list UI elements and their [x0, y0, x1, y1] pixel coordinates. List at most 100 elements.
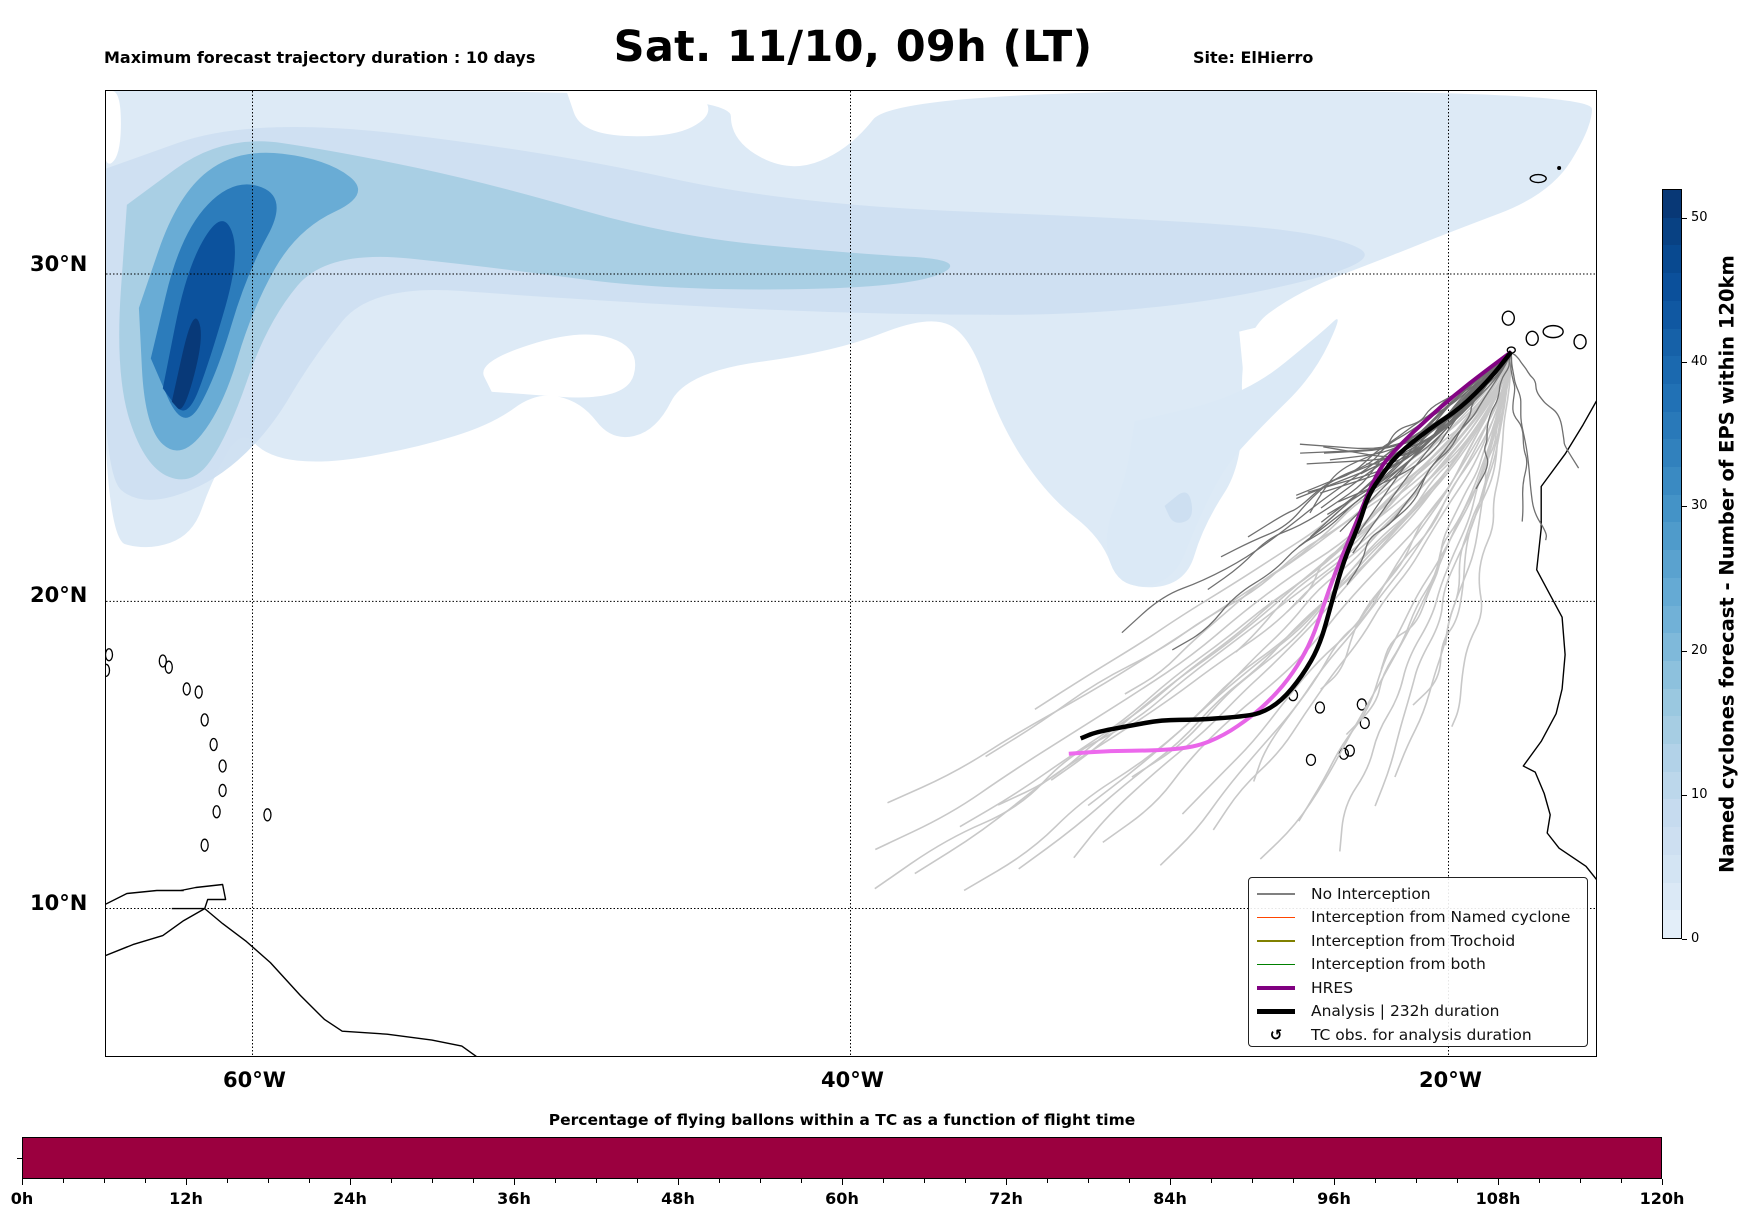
island-canary-2	[1542, 324, 1564, 339]
ensemble-trajectory	[1412, 351, 1513, 706]
time-bar-minor-tick	[473, 1179, 474, 1183]
hres-trajectory	[1068, 350, 1513, 756]
island-cape-verde-6	[1344, 744, 1355, 757]
island-canary-1	[1525, 330, 1539, 347]
time-bar-minor-tick	[719, 1179, 720, 1183]
time-bar-minor-tick	[637, 1179, 638, 1183]
time-bar-minor-tick	[1293, 1179, 1294, 1183]
time-bar-major-tick	[1662, 1179, 1663, 1185]
time-bar-minor-tick	[268, 1179, 269, 1183]
ensemble-trajectory	[1339, 351, 1513, 852]
island-antilles-5	[200, 838, 209, 852]
colorbar-segment	[1663, 882, 1681, 911]
colorbar-tick	[1682, 362, 1687, 364]
time-bar-tick-label: 60h	[825, 1189, 859, 1208]
density-hole-0	[566, 91, 709, 137]
time-bar-minor-tick	[1539, 1179, 1540, 1183]
coast-west-africa	[1522, 400, 1596, 881]
time-bar-minor-tick	[760, 1179, 761, 1183]
island-antilles-9	[182, 682, 191, 696]
ensemble-trajectory	[1131, 351, 1513, 778]
ensemble-trajectory	[1102, 351, 1513, 844]
time-bar-tick-label: 0h	[10, 1189, 34, 1208]
time-bar-major-tick	[842, 1179, 843, 1185]
time-bar-major-tick	[1170, 1179, 1171, 1185]
time-bar-minor-tick	[432, 1179, 433, 1183]
legend-hres: HRES	[1257, 976, 1579, 1000]
island-antilles-3	[218, 783, 227, 798]
ensemble-trajectory	[985, 351, 1513, 758]
density-hole-4	[106, 91, 121, 164]
colorbar-tick-label: 50	[1691, 209, 1708, 225]
ensemble-trajectory	[1286, 351, 1513, 613]
time-bar-minor-tick	[1088, 1179, 1089, 1183]
island-antilles-6	[263, 808, 272, 822]
island-cape-verde-1	[1314, 701, 1326, 714]
colorbar-tick-label: 10	[1691, 786, 1708, 802]
colorbar-segment	[1663, 467, 1681, 495]
ensemble-trajectory	[959, 351, 1513, 828]
colorbar-tick	[1682, 506, 1687, 508]
time-bar-tick-label: 48h	[661, 1189, 695, 1208]
time-bar-minor-tick	[924, 1179, 925, 1183]
time-bar-major-tick	[1498, 1179, 1499, 1185]
colorbar-segment	[1663, 771, 1681, 800]
lon-label-20w: 20°W	[1419, 1068, 1482, 1092]
coast-trinidad	[171, 883, 227, 910]
island-porto-santo	[1557, 165, 1562, 170]
colorbar-segment	[1663, 688, 1681, 717]
time-bar-minor-tick	[145, 1179, 146, 1183]
time-bar-minor-tick	[965, 1179, 966, 1183]
map-legend: No Interception Interception from Named …	[1248, 877, 1588, 1047]
time-bar-minor-tick	[227, 1179, 228, 1183]
time-bar-tick-label: 72h	[989, 1189, 1023, 1208]
colorbar-tick-label: 40	[1691, 354, 1708, 370]
colorbar-segment	[1663, 605, 1681, 634]
island-antilles-11	[106, 648, 114, 662]
colorbar-tick-label: 0	[1691, 931, 1700, 946]
island-antilles-12	[106, 663, 111, 677]
colorbar-segment	[1663, 273, 1681, 301]
time-bar-minor-tick	[1375, 1179, 1376, 1183]
time-bar-minor-tick	[391, 1179, 392, 1183]
legend-no-interception: No Interception	[1257, 882, 1579, 906]
colorbar-tick	[1682, 794, 1687, 796]
time-bar-minor-tick	[1211, 1179, 1212, 1183]
colorbar-tick	[1682, 939, 1687, 940]
ensemble-trajectory	[1159, 351, 1513, 866]
density-level-2	[119, 141, 951, 480]
colorbar-tick	[1682, 217, 1687, 219]
time-bar-minor-tick	[104, 1179, 105, 1183]
legend-line-icon	[1257, 916, 1295, 918]
page-title: Sat. 11/10, 09h (LT)	[613, 22, 1093, 72]
island-antilles-1	[209, 737, 218, 752]
colorbar-segment	[1663, 910, 1681, 938]
coast-venezuela-north	[106, 889, 184, 905]
time-bar-minor-tick	[801, 1179, 802, 1183]
colorbar-segment	[1663, 356, 1681, 384]
island-antilles-8	[158, 654, 167, 668]
ensemble-trajectory	[1259, 351, 1513, 860]
time-bar-major-tick	[350, 1179, 351, 1185]
ensemble-trajectory	[1444, 351, 1513, 646]
colorbar-label: Named cyclones forecast - Number of EPS …	[1715, 255, 1739, 873]
density-level-6	[171, 318, 201, 410]
colorbar-segment	[1663, 854, 1681, 883]
analysis-trajectory	[1079, 350, 1514, 741]
colorbar-segment	[1663, 799, 1681, 828]
time-bar-tick-label: 36h	[497, 1189, 531, 1208]
time-bar-tick-label: 120h	[1639, 1189, 1685, 1208]
density-hole-1	[483, 334, 636, 398]
ensemble-trajectory	[1380, 351, 1513, 670]
map-panel[interactable]	[105, 90, 1597, 1057]
island-antilles-10	[194, 685, 203, 699]
colorbar-segment	[1663, 633, 1681, 661]
time-bar-minor-tick	[63, 1179, 64, 1183]
lat-label-30n: 30°N	[30, 252, 88, 276]
time-bar-tick-label: 108h	[1475, 1189, 1521, 1208]
time-bar-minor-tick	[1129, 1179, 1130, 1183]
time-bar-title: Percentage of flying ballons within a TC…	[548, 1111, 1136, 1129]
colorbar-segment	[1663, 522, 1681, 551]
island-cape-verde-2	[1356, 698, 1367, 711]
colorbar	[1662, 189, 1682, 939]
